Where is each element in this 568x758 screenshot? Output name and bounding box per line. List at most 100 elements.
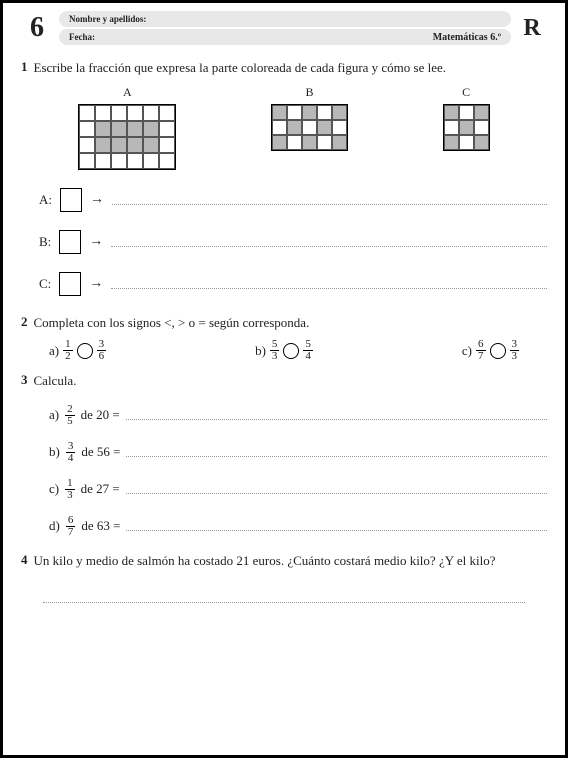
worksheet-header: 6 Nombre y apellidos: Fecha: Matemáticas… [21,11,547,45]
grid-cell [444,120,459,135]
grid-c-label: C [443,85,490,100]
grid-cell [127,153,143,169]
grid-cell [287,135,302,150]
compare-item: b) 53 54 [255,339,313,362]
grid-cell [287,120,302,135]
q3-items: a) 25 de 20 =b) 34 de 56 =c) 13 de 27 =d… [49,404,547,538]
calc-item: c) 13 de 27 = [49,478,547,501]
q3-text: Calcula. [34,372,548,390]
fraction: 53 [270,339,280,362]
grid-cell [79,105,95,121]
grid-cell [111,121,127,137]
answer-a-label: A: [39,192,52,208]
grid-c-block: C [443,85,490,155]
item-label: a) [49,343,59,359]
question-2: 2 Completa con los signos <, > o = según… [21,314,547,332]
grid-cell [159,153,175,169]
q4-answer-area [43,581,525,603]
calc-answer-line[interactable] [126,447,547,457]
date-field: Fecha: Matemáticas 6.º [59,29,511,45]
compare-item: c) 67 33 [462,339,519,362]
answer-c-label: C: [39,276,51,292]
name-label: Nombre y apellidos: [69,14,146,24]
calc-item: b) 34 de 56 = [49,441,547,464]
grid-cell [111,137,127,153]
q2-number: 2 [21,314,28,332]
q1-answer-b: B: → [39,230,547,254]
calc-answer-line[interactable] [126,521,547,531]
item-label: a) [49,407,59,423]
q1-answers: A: → B: → C: → [39,188,547,296]
grid-cell [159,137,175,153]
grid-cell [95,121,111,137]
grid-cell [332,135,347,150]
grid-cell [127,105,143,121]
grid-cell [474,120,489,135]
grid-cell [474,105,489,120]
of-text: de 63 = [81,518,120,534]
grid-cell [272,120,287,135]
answer-b-label: B: [39,234,51,250]
name-field: Nombre y apellidos: [59,11,511,27]
grid-a [78,104,176,170]
grid-cell [127,137,143,153]
of-text: de 27 = [81,481,120,497]
item-label: c) [462,343,472,359]
fraction: 33 [510,339,520,362]
page-number: 6 [21,12,53,44]
grid-cell [317,120,332,135]
grid-b-block: B [271,85,348,155]
fraction: 36 [97,339,107,362]
q1-answer-a: A: → [39,188,547,212]
grid-b [271,104,348,151]
grid-a-block: A [78,85,176,174]
grid-cell [444,135,459,150]
grid-cell [302,135,317,150]
grid-cell [111,105,127,121]
grid-cell [287,105,302,120]
calc-answer-line[interactable] [126,410,547,420]
header-fields: Nombre y apellidos: Fecha: Matemáticas 6… [59,11,511,45]
q1-number: 1 [21,59,28,77]
compare-circle[interactable] [283,343,299,359]
grid-b-label: B [271,85,348,100]
badge-r: R [517,15,547,42]
answer-b-box[interactable] [59,230,81,254]
question-4: 4 Un kilo y medio de salmón ha costado 2… [21,552,547,570]
grid-cell [272,105,287,120]
grid-cell [317,105,332,120]
calc-item: a) 25 de 20 = [49,404,547,427]
answer-a-box[interactable] [60,188,82,212]
calc-answer-line[interactable] [126,484,547,494]
q4-line[interactable] [43,581,525,603]
item-label: b) [49,444,60,460]
grid-cell [159,121,175,137]
item-label: c) [49,481,59,497]
q3-number: 3 [21,372,28,390]
compare-circle[interactable] [490,343,506,359]
of-text: de 20 = [81,407,120,423]
grid-cell [459,135,474,150]
fraction: 34 [66,441,76,464]
date-label: Fecha: [69,32,95,42]
arrow-icon: → [90,192,104,208]
compare-circle[interactable] [77,343,93,359]
grid-cell [272,135,287,150]
grid-cell [317,135,332,150]
grid-cell [159,105,175,121]
grid-cell [143,137,159,153]
of-text: de 56 = [81,444,120,460]
grid-cell [459,120,474,135]
answer-c-box[interactable] [59,272,81,296]
answer-a-line[interactable] [112,195,547,205]
answer-b-line[interactable] [111,237,547,247]
grid-cell [459,105,474,120]
grid-cell [95,153,111,169]
q1-answer-c: C: → [39,272,547,296]
question-3: 3 Calcula. [21,372,547,390]
grid-cell [95,137,111,153]
compare-item: a) 12 36 [49,339,106,362]
answer-c-line[interactable] [111,279,547,289]
grid-cell [332,105,347,120]
arrow-icon: → [89,234,103,250]
